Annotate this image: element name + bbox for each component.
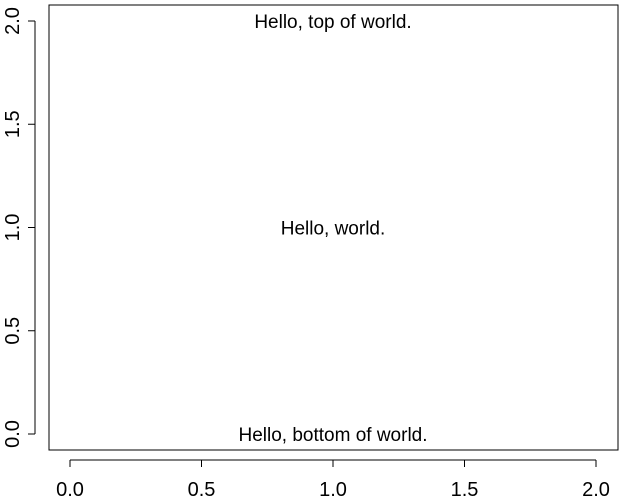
y-tick-label: 0.5 xyxy=(2,317,24,345)
x-tick-label: 2.0 xyxy=(582,479,610,501)
x-axis: 0.0 0.5 1.0 1.5 2.0 xyxy=(56,459,610,501)
plot-frame xyxy=(48,4,619,451)
annotation-text: Hello, top of world. xyxy=(254,12,411,33)
x-tick-label: 1.5 xyxy=(451,479,479,501)
y-tick-label: 0.0 xyxy=(2,420,24,448)
annotation-layer: Hello, top of world. Hello, world. Hello, … xyxy=(238,12,427,446)
x-tick-label: 0.0 xyxy=(56,479,84,501)
x-tick-label: 0.5 xyxy=(188,479,216,501)
y-tick-label: 1.0 xyxy=(2,214,24,242)
y-tick-label: 1.5 xyxy=(2,110,24,138)
x-tick-label: 1.0 xyxy=(319,479,347,501)
y-tick-label: 2.0 xyxy=(2,7,24,35)
annotation-text: Hello, world. xyxy=(281,219,386,240)
y-axis: 0.0 0.5 1.0 1.5 2.0 xyxy=(2,7,36,448)
annotation-text: Hello, bottom of world. xyxy=(238,425,427,446)
